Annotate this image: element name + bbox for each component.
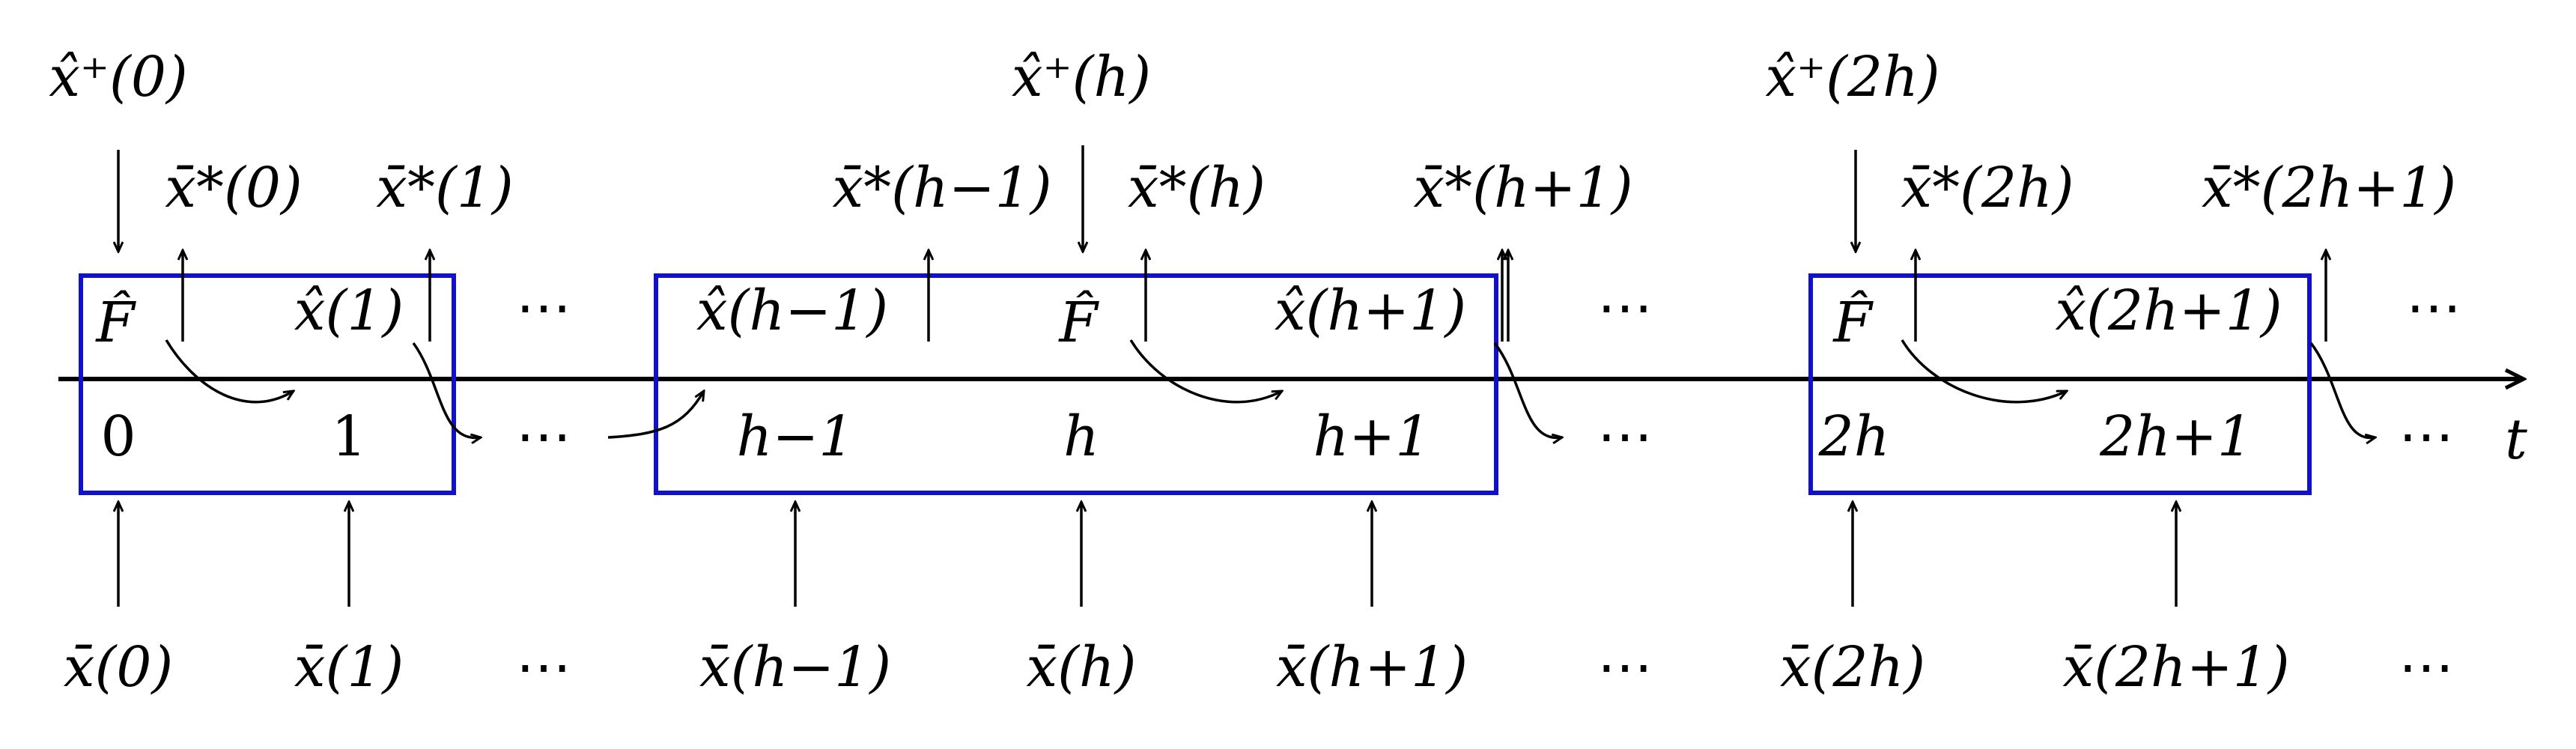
box-label: F̂ [94,290,136,355]
time-label: ⋯ [1597,404,1653,469]
inline-dots: ⋯ ⋯ ⋯ [516,276,2461,340]
axis-label-t: t [2505,407,2527,472]
window-box-3 [1808,273,2312,495]
dots-label: ⋯ [2406,276,2461,340]
output-label: x̄*(2h+1) [2202,156,2456,220]
measurement-label: x̄(h+1) [1276,635,1468,700]
measurement-label: x̄(h) [1026,635,1136,700]
warm-start-label: x̂⁺(2h) [1765,45,1939,109]
measurement-arrows [118,502,2176,607]
time-label: 1 [331,404,366,469]
warm-start-labels: x̂⁺(0) x̂⁺(h) x̂⁺(2h) [49,45,1939,109]
box-label: F̂ [1832,290,1874,355]
time-label: ⋯ [2399,404,2454,469]
output-labels: x̄*(0) x̄*(1) x̄*(h−1) x̄*(h) x̄*(h+1) x… [165,156,2456,220]
measurement-label: x̄(0) [64,635,174,700]
time-label: 2h [1818,404,1890,469]
box-label: x̂(1) [294,279,404,343]
time-label: h−1 [737,404,854,469]
output-label: x̄*(0) [165,156,303,220]
measurement-label: x̄(2h) [1780,635,1925,700]
time-label: 2h+1 [2099,404,2253,469]
output-label: x̄*(h−1) [832,156,1051,220]
output-label: x̄*(1) [376,156,514,220]
measurement-label: x̄(2h+1) [2062,635,2289,700]
time-label: ⋯ [516,404,571,469]
time-label: h+1 [1313,404,1431,469]
warm-start-label: x̂⁺(h) [1012,45,1151,109]
window-box-1 [79,273,456,495]
time-label: h [1063,404,1099,469]
time-label: 0 [100,404,136,469]
box-label: F̂ [1057,290,1099,355]
output-label: x̄*(h+1) [1413,156,1632,220]
measurement-label: x̄(h−1) [699,635,891,700]
output-label: x̄*(2h) [1901,156,2074,220]
dots-label: ⋯ [1597,276,1653,340]
box-label: x̂(h+1) [1275,279,1466,343]
output-arrows [183,250,2326,342]
warm-start-label: x̂⁺(0) [49,45,188,109]
measurement-label: ⋯ [2399,635,2454,700]
box-label: x̂(h−1) [696,279,888,343]
measurement-label: ⋯ [516,635,571,700]
box-labels: F̂ x̂(1) x̂(h−1) F̂ x̂(h+1) F̂ x̂(2h+1) [94,279,2282,355]
measurement-labels: x̄(0) x̄(1) ⋯ x̄(h−1) x̄(h) x̄(h+1) ⋯ x̄… [64,635,2454,700]
propagation-arrows [165,339,2375,438]
window-box-2 [654,273,1498,495]
measurement-label: ⋯ [1597,635,1653,700]
measurement-label: x̄(1) [294,635,404,700]
box-label: x̂(2h+1) [2055,279,2282,343]
dots-label: ⋯ [516,276,571,340]
output-label: x̄*(h) [1128,156,1266,220]
warm-start-arrows [118,145,1856,252]
time-labels: 0 1 ⋯ h−1 h h+1 ⋯ 2h 2h+1 ⋯ [100,404,2454,469]
